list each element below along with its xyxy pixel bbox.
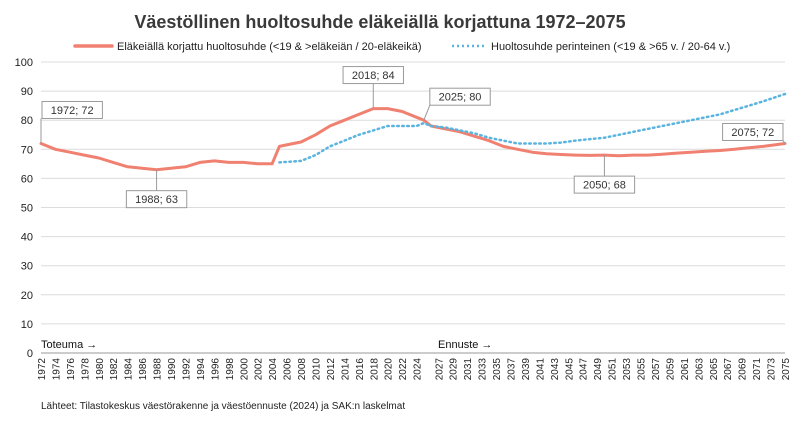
series-line-1 — [39, 107, 787, 172]
x-tick-label-2069: 2069 — [738, 358, 749, 381]
source-note: Lähteet: Tilastokeskus väestörakenne ja … — [41, 401, 405, 412]
x-tick-label-1982: 1982 — [109, 358, 120, 381]
forecast-label: Ennuste → — [438, 339, 492, 351]
x-tick-label-1998: 1998 — [225, 358, 236, 381]
annotation-label-2: 1988; 63 — [135, 194, 178, 206]
x-tick-label-2018: 2018 — [369, 358, 380, 381]
x-tick-label-1994: 1994 — [196, 358, 207, 381]
x-tick-label-2006: 2006 — [283, 358, 294, 381]
x-tick-label-2047: 2047 — [579, 358, 590, 381]
x-tick-label-2043: 2043 — [550, 358, 561, 381]
x-tick-label-2057: 2057 — [651, 358, 662, 381]
y-tick-label-0: 0 — [27, 348, 33, 360]
y-tick-label-70: 70 — [21, 144, 33, 156]
y-tick-label-80: 80 — [21, 115, 33, 127]
x-tick-label-2022: 2022 — [398, 358, 409, 381]
series-line-2 — [278, 92, 787, 164]
x-tick-label-2059: 2059 — [665, 358, 676, 381]
x-tick-label-1986: 1986 — [138, 358, 149, 381]
x-tick-label-2041: 2041 — [535, 358, 546, 381]
x-tick-label-2012: 2012 — [326, 358, 337, 381]
y-tick-label-100: 100 — [15, 57, 33, 69]
annotation-label-3: 2018; 84 — [352, 70, 395, 82]
x-tick-label-2016: 2016 — [355, 358, 366, 381]
annotation-label-5: 2050; 68 — [583, 180, 626, 192]
annotation-label-1: 1972; 72 — [51, 105, 94, 117]
x-tick-label-2027: 2027 — [434, 358, 445, 381]
x-tick-label-2075: 2075 — [781, 358, 792, 381]
annotation-box-6 — [722, 122, 784, 141]
x-tick-label-2004: 2004 — [268, 358, 279, 381]
annotation-box-1 — [41, 100, 103, 119]
x-tick-label-2014: 2014 — [340, 358, 351, 381]
annotation-label-6: 2075; 72 — [731, 127, 774, 139]
y-tick-label-20: 20 — [21, 290, 33, 302]
legend-label-series-2: Huoltosuhde perinteinen (<19 & >65 v. / … — [491, 41, 730, 53]
x-tick-label-2035: 2035 — [492, 358, 503, 381]
x-tick-label-2053: 2053 — [622, 358, 633, 381]
annotation-label-4: 2025; 80 — [439, 92, 482, 104]
y-tick-label-50: 50 — [21, 203, 33, 215]
x-tick-label-2049: 2049 — [593, 358, 604, 381]
annotation-leader-4 — [423, 105, 431, 121]
x-tick-label-1980: 1980 — [95, 358, 106, 381]
x-tick-label-2008: 2008 — [297, 358, 308, 381]
x-tick-label-1984: 1984 — [124, 358, 135, 381]
x-tick-label-2045: 2045 — [564, 358, 575, 381]
x-tick-label-2033: 2033 — [478, 358, 489, 381]
y-tick-label-60: 60 — [21, 173, 33, 185]
y-tick-label-40: 40 — [21, 232, 33, 244]
annotations: 1972; 72 1988; 63 2018; 84 2025; 80 2050; 68… — [40, 66, 786, 209]
x-tick-label-2039: 2039 — [521, 358, 532, 381]
x-tick-label-2037: 2037 — [507, 358, 518, 381]
x-tick-label-2067: 2067 — [723, 358, 734, 381]
x-tick-label-1974: 1974 — [51, 358, 62, 381]
x-tick-label-1992: 1992 — [181, 358, 192, 381]
x-tick-label-2071: 2071 — [752, 358, 763, 381]
annotation-box-5 — [573, 175, 636, 194]
y-tick-label-90: 90 — [21, 86, 33, 98]
x-tick-label-2031: 2031 — [463, 358, 474, 381]
x-tick-label-2061: 2061 — [680, 358, 691, 381]
x-tick-label-2002: 2002 — [254, 358, 265, 381]
plot-area — [39, 92, 787, 172]
chart-title: Väestöllinen huoltosuhde eläkeiällä korj… — [134, 12, 625, 32]
x-tick-label-2000: 2000 — [239, 358, 250, 381]
x-tick-label-1972: 1972 — [37, 358, 48, 381]
y-axis: 0 10 20 30 40 50 60 70 80 90 100 — [15, 57, 785, 360]
x-tick-label-1990: 1990 — [167, 358, 178, 381]
x-tick-label-2020: 2020 — [384, 358, 395, 381]
x-tick-label-1996: 1996 — [210, 358, 221, 381]
x-tick-label-2024: 2024 — [413, 358, 424, 381]
x-tick-label-1978: 1978 — [80, 358, 91, 381]
x-tick-label-2029: 2029 — [449, 358, 460, 381]
y-tick-label-10: 10 — [21, 319, 33, 331]
x-tick-label-2051: 2051 — [608, 358, 619, 381]
history-label: Toteuma → — [41, 339, 97, 351]
x-tick-label-2065: 2065 — [709, 358, 720, 381]
x-tick-label-2055: 2055 — [637, 358, 648, 381]
legend-label-series-1: Eläkeiällä korjattu huoltosuhde (<19 & >… — [117, 41, 422, 53]
legend: Eläkeiällä korjattu huoltosuhde (<19 & >… — [73, 41, 730, 53]
y-tick-label-30: 30 — [21, 261, 33, 273]
x-tick-label-2073: 2073 — [767, 358, 778, 381]
x-tick-label-2063: 2063 — [694, 358, 705, 381]
x-axis: 1972 1974 1976 1978 1980 1982 1984 1986 1988 1990… — [37, 358, 792, 381]
annotation-box-2 — [125, 190, 188, 209]
x-tick-label-1976: 1976 — [66, 358, 77, 381]
x-tick-label-1988: 1988 — [153, 358, 164, 381]
annotation-box-3 — [342, 66, 404, 85]
x-tick-label-2010: 2010 — [311, 358, 322, 381]
annotation-box-4 — [429, 87, 491, 106]
